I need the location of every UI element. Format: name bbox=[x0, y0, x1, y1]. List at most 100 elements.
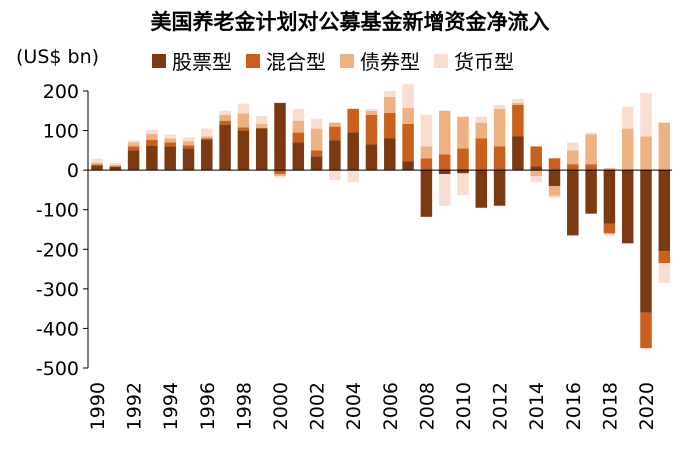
bar-1999-series-4 bbox=[255, 115, 268, 124]
bar-2002-series-4 bbox=[310, 118, 323, 129]
bar-2021-series-2 bbox=[658, 251, 671, 264]
bar-1996-series-1 bbox=[201, 139, 213, 171]
bar-2019-series-4 bbox=[621, 106, 634, 129]
bar-2001-series-3 bbox=[292, 120, 305, 133]
bar-1991-series-3 bbox=[109, 164, 122, 167]
bar-2015-series-1 bbox=[548, 170, 561, 186]
x-tick-label: 2000 bbox=[270, 382, 292, 430]
bar-2016-series-4 bbox=[567, 142, 579, 151]
bar-1999-series-1 bbox=[255, 128, 268, 171]
bar-2004-series-2 bbox=[347, 108, 359, 133]
bar-2006-series-2 bbox=[384, 112, 396, 139]
y-tick-label: -300 bbox=[36, 279, 79, 301]
bar-1997-series-3 bbox=[219, 114, 231, 121]
bar-2017-series-4 bbox=[585, 132, 597, 135]
bar-2001-series-1 bbox=[292, 142, 305, 171]
bar-1991-series-4 bbox=[109, 163, 122, 165]
bar-2020-series-3 bbox=[640, 136, 652, 171]
bar-2020-series-4 bbox=[640, 92, 652, 137]
bar-2007-series-1 bbox=[402, 161, 414, 171]
bar-2005-series-2 bbox=[365, 114, 378, 145]
bar-2021-series-4 bbox=[658, 263, 671, 283]
y-tick-label: -500 bbox=[36, 358, 79, 380]
bar-1995-series-1 bbox=[182, 148, 195, 171]
y-tick-label: -400 bbox=[36, 318, 79, 340]
bar-2003-series-3 bbox=[329, 122, 341, 127]
unit-label: (US$ bn) bbox=[16, 46, 100, 68]
bar-2003-series-4 bbox=[329, 170, 341, 181]
bar-2016-series-3 bbox=[567, 150, 579, 165]
x-tick-label: 1990 bbox=[87, 382, 109, 430]
bar-2013-series-3 bbox=[512, 102, 524, 105]
bar-2018-series-4 bbox=[603, 233, 616, 236]
bar-2018-series-3 bbox=[603, 168, 616, 171]
bar-1998-series-1 bbox=[237, 130, 250, 171]
bar-1999-series-3 bbox=[255, 123, 268, 128]
bar-2010-series-4 bbox=[457, 173, 469, 196]
bar-1996-series-2 bbox=[201, 138, 213, 140]
bar-2020-series-2 bbox=[640, 312, 652, 349]
bar-2021-series-1 bbox=[658, 170, 671, 252]
bar-2015-series-2 bbox=[548, 158, 561, 171]
legend-label: 货币型 bbox=[454, 50, 514, 74]
bar-2003-series-1 bbox=[329, 140, 341, 171]
x-tick-label: 2018 bbox=[599, 382, 621, 430]
legend-swatch bbox=[434, 53, 448, 68]
bar-2014-series-4 bbox=[530, 176, 542, 183]
bar-1993-series-4 bbox=[146, 129, 158, 134]
y-tick-label: 100 bbox=[43, 121, 79, 143]
bar-2002-series-2 bbox=[310, 150, 323, 157]
bar-1990-series-1 bbox=[91, 165, 103, 171]
bar-2011-series-3 bbox=[475, 122, 488, 139]
legend-swatch bbox=[340, 53, 354, 68]
bar-2019-series-1 bbox=[621, 170, 634, 244]
bar-2009-series-1 bbox=[438, 170, 451, 175]
bar-2012-series-4 bbox=[493, 104, 506, 109]
y-tick-label: 0 bbox=[67, 160, 79, 182]
bar-2000-series-3 bbox=[274, 174, 286, 177]
bar-1994-series-3 bbox=[164, 138, 176, 143]
legend-item-3: 债券型 bbox=[340, 46, 420, 75]
bar-1995-series-3 bbox=[182, 141, 195, 146]
bar-2018-series-2 bbox=[603, 223, 616, 234]
bar-2011-series-4 bbox=[475, 116, 488, 123]
bar-2017-series-2 bbox=[585, 164, 597, 171]
y-tick-label: -200 bbox=[36, 239, 79, 261]
y-tick-label: 200 bbox=[43, 81, 79, 103]
bar-2013-series-2 bbox=[512, 104, 524, 137]
bar-2012-series-2 bbox=[493, 146, 506, 171]
bar-2008-series-2 bbox=[420, 158, 433, 171]
bar-2003-series-2 bbox=[329, 126, 341, 141]
bar-2005-series-3 bbox=[365, 110, 378, 115]
bar-2001-series-2 bbox=[292, 132, 305, 143]
chart-title: 美国养老金计划对公募基金新增资金净流入 bbox=[150, 10, 550, 34]
bar-1999-series-2 bbox=[255, 127, 268, 129]
bar-2013-series-1 bbox=[512, 136, 524, 171]
bar-1990-series-4 bbox=[91, 158, 103, 163]
bar-2011-series-2 bbox=[475, 138, 488, 171]
bar-2013-series-4 bbox=[512, 98, 524, 103]
legend: 股票型 混合型 债券型 货币型 bbox=[152, 46, 514, 75]
bar-2008-series-4 bbox=[420, 114, 433, 147]
x-tick-label: 2016 bbox=[563, 382, 585, 430]
bar-2005-series-4 bbox=[365, 108, 378, 111]
x-tick-label: 2002 bbox=[307, 382, 329, 430]
bar-2015-series-3 bbox=[548, 185, 561, 196]
bar-1990-series-3 bbox=[91, 162, 103, 165]
bar-1994-series-2 bbox=[164, 142, 176, 147]
bar-2006-series-3 bbox=[384, 96, 396, 113]
bar-2006-series-1 bbox=[384, 138, 396, 171]
bar-2021-series-3 bbox=[658, 122, 671, 171]
bar-1995-series-4 bbox=[182, 137, 195, 142]
bar-2000-series-1 bbox=[274, 102, 286, 171]
bar-2016-series-1 bbox=[567, 170, 579, 236]
bar-2008-series-1 bbox=[420, 170, 433, 217]
bar-2001-series-4 bbox=[292, 108, 305, 121]
bar-1994-series-4 bbox=[164, 134, 176, 139]
bar-1992-series-1 bbox=[127, 150, 140, 171]
bar-1996-series-3 bbox=[201, 136, 213, 139]
bar-1992-series-4 bbox=[127, 140, 140, 143]
bar-1996-series-4 bbox=[201, 128, 213, 137]
bar-2000-series-2 bbox=[274, 170, 286, 175]
bar-2010-series-1 bbox=[457, 170, 469, 174]
